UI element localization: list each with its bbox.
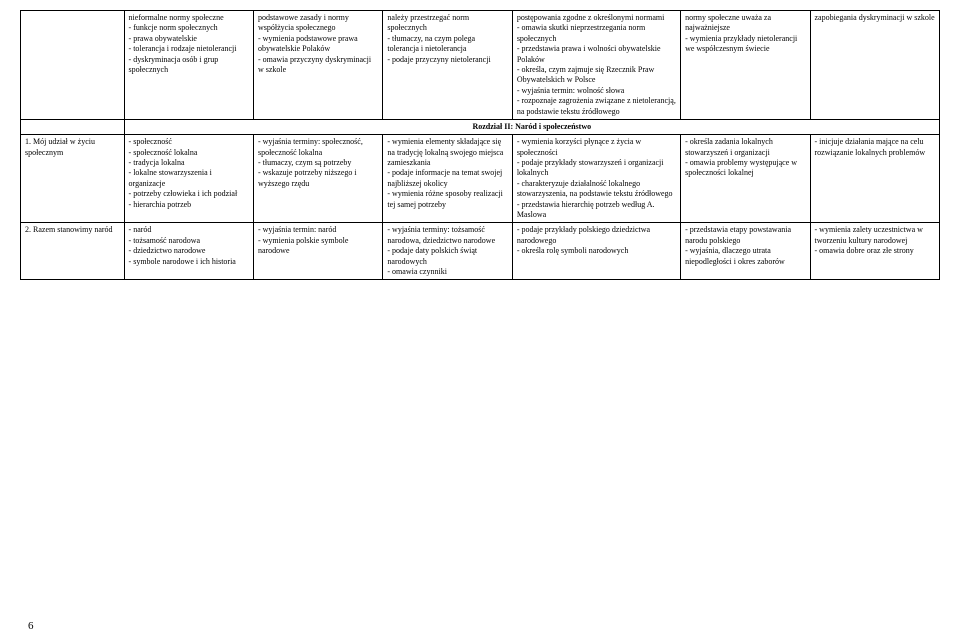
cell: - społeczność - społeczność lokalna - tr… <box>124 135 253 223</box>
cell: - wyjaśnia termin: naród - wymienia pols… <box>253 223 382 280</box>
cell: - naród - tożsamość narodowa - dziedzict… <box>124 223 253 280</box>
section-title: Rozdział II: Naród i społeczeństwo <box>124 119 939 134</box>
cell: nieformalne normy społeczne - funkcje no… <box>124 11 253 120</box>
cell: postępowania zgodne z określonymi normam… <box>512 11 680 120</box>
table-row: nieformalne normy społeczne - funkcje no… <box>21 11 940 120</box>
cell <box>21 11 125 120</box>
cell: - przedstawia etapy powstawania narodu p… <box>681 223 810 280</box>
page-number: 6 <box>28 620 34 632</box>
table-row: 1. Mój udział w życiu społecznym - społe… <box>21 135 940 223</box>
cell: - wymienia elementy składające się na tr… <box>383 135 512 223</box>
cell: zapobiegania dyskryminacji w szkole <box>810 11 940 120</box>
cell: 2. Razem stanowimy naród <box>21 223 125 280</box>
cell: należy przestrzegać norm społecznych - t… <box>383 11 512 120</box>
cell: - wymienia korzyści płynące z życia w sp… <box>512 135 680 223</box>
cell: normy społeczne uważa za najważniejsze -… <box>681 11 810 120</box>
table-row: 2. Razem stanowimy naród - naród - tożsa… <box>21 223 940 280</box>
cell: 1. Mój udział w życiu społecznym <box>21 135 125 223</box>
cell: - wyjaśnia terminy: społeczność, społecz… <box>253 135 382 223</box>
cell: - podaje przykłady polskiego dziedzictwa… <box>512 223 680 280</box>
section-header-row: Rozdział II: Naród i społeczeństwo <box>21 119 940 134</box>
cell: - wyjaśnia terminy: tożsamość narodowa, … <box>383 223 512 280</box>
cell: - wymienia zalety uczestnictwa w tworzen… <box>810 223 940 280</box>
cell-blank <box>21 119 125 134</box>
cell: - inicjuje działania mające na celu rozw… <box>810 135 940 223</box>
cell: podstawowe zasady i normy współżycia spo… <box>253 11 382 120</box>
curriculum-table: nieformalne normy społeczne - funkcje no… <box>20 10 940 280</box>
cell: - określa zadania lokalnych stowarzyszeń… <box>681 135 810 223</box>
